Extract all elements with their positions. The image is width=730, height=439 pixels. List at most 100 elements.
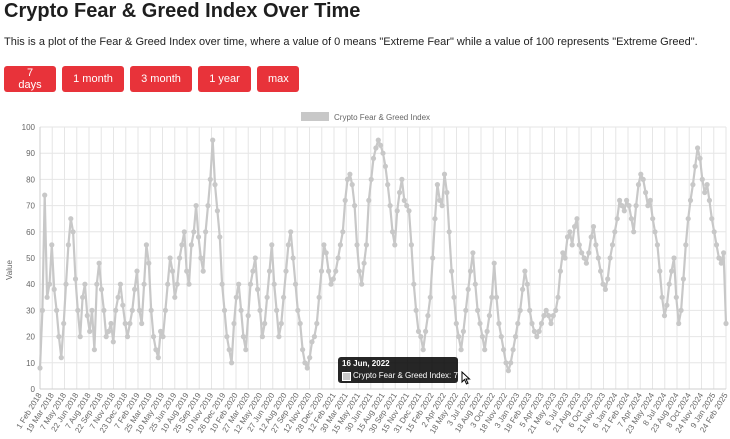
data-point[interactable] <box>290 255 296 261</box>
data-point[interactable] <box>567 229 573 235</box>
data-point[interactable] <box>486 313 492 319</box>
data-point[interactable] <box>645 203 651 209</box>
data-point[interactable] <box>186 281 192 287</box>
data-point[interactable] <box>129 307 135 313</box>
data-point[interactable] <box>352 203 358 209</box>
data-point[interactable] <box>534 334 540 340</box>
data-point[interactable] <box>37 365 43 371</box>
data-point[interactable] <box>387 203 393 209</box>
data-point[interactable] <box>451 294 457 300</box>
data-point[interactable] <box>569 242 575 248</box>
data-point[interactable] <box>172 294 178 300</box>
data-point[interactable] <box>456 334 462 340</box>
data-point[interactable] <box>309 339 315 345</box>
data-point[interactable] <box>411 281 417 287</box>
data-point[interactable] <box>669 268 675 274</box>
data-point[interactable] <box>58 355 64 361</box>
data-point[interactable] <box>311 334 317 340</box>
data-point[interactable] <box>124 334 131 340</box>
data-point[interactable] <box>370 155 377 161</box>
data-point[interactable] <box>103 334 109 340</box>
data-point[interactable] <box>467 268 474 274</box>
data-point[interactable] <box>607 255 613 261</box>
data-point[interactable] <box>654 242 661 248</box>
data-point[interactable] <box>238 307 244 313</box>
data-point[interactable] <box>633 203 639 209</box>
data-point[interactable] <box>212 182 218 188</box>
data-point[interactable] <box>652 229 658 235</box>
data-point[interactable] <box>363 242 369 248</box>
data-point[interactable] <box>283 268 289 274</box>
data-point[interactable] <box>259 334 265 340</box>
data-point[interactable] <box>330 276 336 282</box>
data-point[interactable] <box>605 276 611 282</box>
data-point[interactable] <box>155 355 161 361</box>
data-point[interactable] <box>477 320 483 327</box>
data-point[interactable] <box>63 281 69 287</box>
data-point[interactable] <box>361 260 367 266</box>
data-point[interactable] <box>531 328 538 334</box>
data-point[interactable] <box>713 242 720 248</box>
data-point[interactable] <box>685 216 691 222</box>
data-point[interactable] <box>671 255 677 261</box>
data-point[interactable] <box>520 286 526 292</box>
data-point[interactable] <box>318 268 325 274</box>
data-point[interactable] <box>404 203 410 209</box>
data-point[interactable] <box>593 242 599 248</box>
data-point[interactable] <box>80 294 86 300</box>
data-point[interactable] <box>285 242 291 248</box>
data-point[interactable] <box>340 229 346 235</box>
data-point[interactable] <box>702 189 708 196</box>
data-point[interactable] <box>557 268 564 274</box>
data-point[interactable] <box>581 255 587 261</box>
data-point[interactable] <box>401 197 407 203</box>
data-point[interactable] <box>415 328 422 334</box>
data-point[interactable] <box>406 208 412 214</box>
data-point[interactable] <box>132 286 138 292</box>
data-point[interactable] <box>108 320 114 327</box>
data-point[interactable] <box>496 320 502 327</box>
data-point[interactable] <box>134 268 140 274</box>
data-point[interactable] <box>699 176 705 182</box>
data-point[interactable] <box>252 255 258 261</box>
data-point[interactable] <box>529 320 535 327</box>
data-point[interactable] <box>382 163 388 169</box>
data-point[interactable] <box>598 268 604 274</box>
data-point[interactable] <box>560 250 566 256</box>
data-point[interactable] <box>676 320 682 327</box>
data-point[interactable] <box>489 294 495 300</box>
data-point[interactable] <box>718 260 724 266</box>
data-point[interactable] <box>77 334 83 340</box>
data-point[interactable] <box>44 294 50 300</box>
data-point[interactable] <box>198 255 204 261</box>
data-point[interactable] <box>158 328 164 334</box>
data-point[interactable] <box>427 294 433 300</box>
data-point[interactable] <box>505 368 511 374</box>
data-point[interactable] <box>453 320 459 327</box>
data-point[interactable] <box>174 281 180 287</box>
data-point[interactable] <box>392 242 398 248</box>
data-point[interactable] <box>647 197 653 203</box>
data-point[interactable] <box>550 313 556 319</box>
data-point[interactable] <box>321 242 327 248</box>
data-point[interactable] <box>42 192 48 198</box>
range-max-button[interactable]: max <box>257 66 299 92</box>
data-point[interactable] <box>162 307 168 313</box>
data-point[interactable] <box>94 281 100 287</box>
data-point[interactable] <box>650 216 656 222</box>
data-point[interactable] <box>269 242 275 248</box>
data-point[interactable] <box>586 250 592 256</box>
data-point[interactable] <box>46 281 53 287</box>
data-point[interactable] <box>68 216 74 222</box>
data-point[interactable] <box>643 189 649 196</box>
data-point[interactable] <box>418 334 424 340</box>
data-point[interactable] <box>678 307 684 313</box>
data-point[interactable] <box>527 307 533 313</box>
data-point[interactable] <box>304 365 310 371</box>
data-point[interactable] <box>479 334 485 340</box>
data-point[interactable] <box>493 294 500 300</box>
data-point[interactable] <box>657 268 663 274</box>
data-point[interactable] <box>524 281 530 287</box>
data-point[interactable] <box>153 347 159 353</box>
data-point[interactable] <box>543 307 549 313</box>
